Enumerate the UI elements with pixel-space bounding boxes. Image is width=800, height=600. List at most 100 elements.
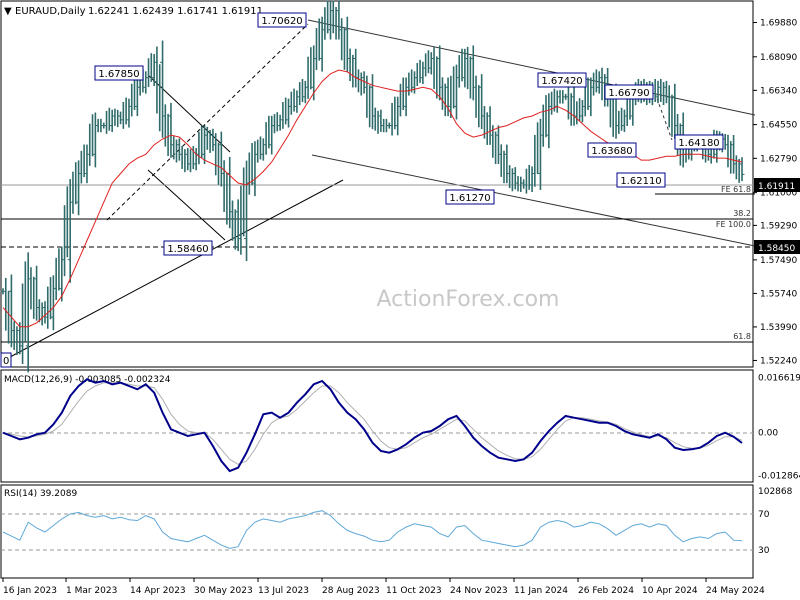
price-bar <box>218 131 228 225</box>
price-bar <box>739 157 745 182</box>
price-bar <box>126 77 136 128</box>
price-axis: 1.69880 1.68090 1.66340 1.64550 1.62790 1.610… <box>753 18 797 366</box>
price-bar <box>76 144 85 216</box>
rsi-line <box>2 510 743 549</box>
svg-text:1.58450: 1.58450 <box>758 244 795 254</box>
date-tick-label: 10 Apr 2024 <box>642 586 698 596</box>
date-tick-label: 30 May 2023 <box>194 586 253 596</box>
fib-label-fe-100: FE 100.0 <box>716 220 751 229</box>
price-tick-label: 1.59290 <box>760 221 797 231</box>
macd-panel-frame <box>0 369 754 483</box>
price-bar <box>571 87 581 126</box>
swing-label-1-61270: 1.61270 <box>445 189 495 205</box>
svg-text:1.63680: 1.63680 <box>591 146 632 157</box>
price-bar <box>462 46 472 99</box>
fib-label-38-2: 38.2 <box>733 209 751 218</box>
price-bar <box>487 106 497 165</box>
price-bar <box>655 78 665 106</box>
price-bar <box>378 109 388 133</box>
price-bar <box>168 102 178 163</box>
date-tick-label: 11 Jan 2024 <box>514 586 568 596</box>
wedge-line-lower <box>147 169 226 241</box>
price-bar <box>420 50 430 85</box>
price-bar <box>395 77 405 136</box>
price-bar <box>411 59 421 94</box>
svg-text:1.58460: 1.58460 <box>167 244 208 255</box>
price-bar <box>495 125 505 184</box>
price-bar <box>269 112 279 155</box>
price-bar <box>193 125 203 171</box>
price-bar <box>260 115 270 161</box>
price-bar <box>17 261 27 364</box>
ohlc-label: 1.62241 1.62439 1.61741 1.61911 <box>88 6 263 17</box>
svg-text:1.70620: 1.70620 <box>261 16 302 27</box>
price-bar <box>202 125 211 165</box>
channel-upper-line <box>307 19 756 116</box>
fib-label-fe-61-8: FE 61.8 <box>721 185 751 194</box>
svg-text:1.62110: 1.62110 <box>620 176 661 187</box>
macd-tick-label: -0.012864 <box>758 472 800 482</box>
svg-text:1.67420: 1.67420 <box>541 76 582 87</box>
svg-text:1.67850: 1.67850 <box>98 69 139 80</box>
price-bar <box>235 167 245 255</box>
price-bar <box>328 0 337 40</box>
rsi-tick-label: 30 <box>758 546 770 556</box>
price-tick-label: 1.62790 <box>760 154 797 164</box>
price-bar <box>42 277 52 329</box>
rsi-title: RSI(14) 39.2089 <box>4 489 77 499</box>
svg-text:1.61911: 1.61911 <box>758 182 795 192</box>
price-bar <box>311 18 321 101</box>
price-bar <box>453 48 463 120</box>
price-bar <box>353 48 363 96</box>
price-bar <box>244 143 253 262</box>
price-bar <box>302 47 312 104</box>
price-bar <box>185 146 195 173</box>
rising-trend-line <box>9 179 344 358</box>
price-bar <box>176 138 186 173</box>
channel-lower-line <box>311 154 756 247</box>
price-bar <box>118 97 127 129</box>
price-bar <box>722 133 732 174</box>
price-bar <box>92 112 102 168</box>
date-tick-label: 14 Apr 2023 <box>130 586 186 596</box>
rsi-axis: 102868 70 30 <box>758 487 793 556</box>
current-price-box: 1.61911 <box>754 178 800 192</box>
price-bar <box>445 66 455 119</box>
trend-lines <box>1 19 756 358</box>
fib-label-61-8: 61.8 <box>733 332 751 341</box>
header-arrow: ▼ <box>4 6 12 17</box>
swing-label-1-62110: 1.62110 <box>616 172 666 188</box>
price-tick-label: 1.57490 <box>760 256 797 266</box>
price-bar <box>277 97 287 131</box>
price-bar <box>252 136 262 197</box>
price-bar <box>8 274 18 356</box>
symbol-label: EURAUD,Daily <box>15 6 86 17</box>
price-bar <box>109 108 119 132</box>
price-bars <box>0 0 745 373</box>
swing-label-partial: 0 <box>0 352 12 368</box>
price-tick-label: 1.52240 <box>760 356 797 366</box>
swing-labels: 1.70620 1.67850 1.67420 1.66790 1.64180 … <box>0 12 724 368</box>
price-bar <box>50 248 60 331</box>
date-tick-label: 1 Mar 2023 <box>66 586 117 596</box>
swing-label-1-63680: 1.63680 <box>587 142 637 158</box>
price-bar <box>479 74 489 145</box>
price-bar <box>151 46 161 132</box>
price-tick-label: 1.66340 <box>760 86 797 96</box>
price-bar <box>437 45 447 117</box>
price-bar <box>210 128 220 185</box>
svg-text:1.64180: 1.64180 <box>678 138 719 149</box>
swing-label-1-58460: 1.58460 <box>163 240 213 256</box>
price-bar <box>428 46 438 99</box>
price-bar <box>25 252 35 373</box>
price-bar <box>101 107 111 134</box>
price-tick-label: 1.69880 <box>760 18 797 28</box>
price-bar <box>286 88 295 128</box>
date-tick-label: 16 Jan 2023 <box>3 586 57 596</box>
price-tick-label: 1.61000 <box>760 189 797 199</box>
price-tick-label: 1.68090 <box>760 53 797 63</box>
macd-axis: 0.016619 0.00 -0.012864 <box>758 373 800 481</box>
price-bar <box>403 69 413 117</box>
dashed-projection-line <box>106 23 309 221</box>
price-bar <box>504 144 514 192</box>
